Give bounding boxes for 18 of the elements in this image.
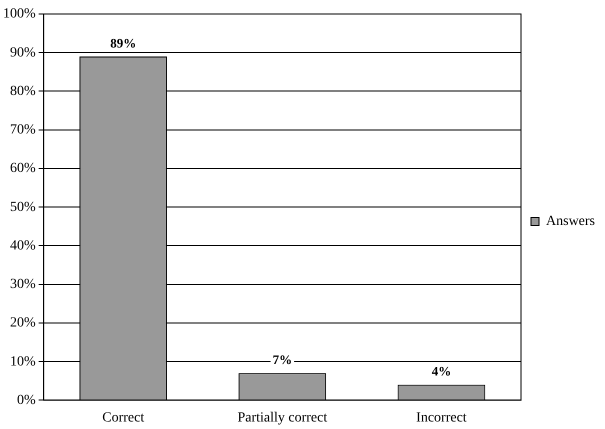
y-tick-label: 70% — [10, 122, 36, 138]
data-label: 4% — [432, 364, 452, 379]
data-label: 7% — [272, 352, 292, 368]
y-tick-label: 30% — [10, 277, 36, 292]
y-tick-label: 90% — [10, 45, 36, 60]
y-tick-label: 0% — [16, 392, 36, 408]
data-label: 89% — [110, 35, 136, 50]
y-tick-label: 10% — [10, 354, 36, 370]
y-tick-label: 50% — [10, 200, 36, 215]
y-tick-label: 100% — [2, 6, 36, 22]
x-tick-label: Correct — [102, 410, 144, 426]
y-tick-label: 20% — [10, 316, 36, 331]
y-tick-label: 40% — [10, 238, 36, 254]
x-tick-label: Partially correct — [237, 410, 328, 426]
y-tick-label: 60% — [10, 161, 36, 176]
legend-label: Answers — [546, 214, 596, 230]
y-tick-label: 80% — [10, 84, 36, 99]
x-tick-label: Incorrect — [416, 410, 467, 426]
